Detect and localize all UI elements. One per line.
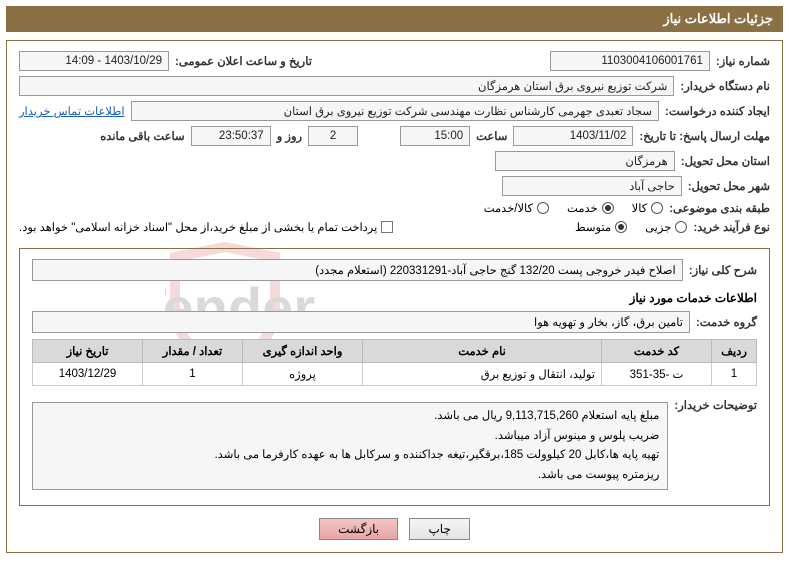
payment-note-text: پرداخت تمام یا بخشی از مبلغ خرید،از محل … xyxy=(19,220,377,234)
label-city: شهر محل تحویل: xyxy=(688,179,770,193)
th-unit: واحد اندازه گیری xyxy=(243,340,363,363)
days-left-field: 2 xyxy=(308,126,358,146)
label-requester: ایجاد کننده درخواست: xyxy=(665,104,770,118)
label-deadline: مهلت ارسال پاسخ: تا تاریخ: xyxy=(639,129,770,143)
need-details-box: شرح کلی نیاز: اصلاح فیدر خروجی پست 132/2… xyxy=(19,248,770,506)
th-qty: تعداد / مقدار xyxy=(143,340,243,363)
radio-label: خدمت xyxy=(567,201,598,215)
radio-icon xyxy=(651,202,663,214)
th-name: نام خدمت xyxy=(363,340,602,363)
cell-unit: پروژه xyxy=(243,363,363,386)
radio-minor[interactable]: جزیی xyxy=(645,220,687,234)
th-row-no: ردیف xyxy=(712,340,757,363)
checkbox-icon xyxy=(381,221,393,233)
buyer-note-line: تهیه پایه ها،کابل 20 کیلوولت 185،برقگیر،… xyxy=(41,446,659,466)
th-code: کد خدمت xyxy=(602,340,712,363)
buyer-notes-field: مبلغ پایه استعلام 9,113,715,260 ریال می … xyxy=(32,402,668,490)
cell-name: تولید، انتقال و توزیع برق xyxy=(363,363,602,386)
label-time-word: ساعت xyxy=(476,129,507,143)
requester-field: سجاد تعبدی جهرمی کارشناس نظارت مهندسی شر… xyxy=(131,101,659,121)
buyer-note-line: ریزمتره پیوست می باشد. xyxy=(41,466,659,486)
label-category: طبقه بندی موضوعی: xyxy=(669,201,770,215)
services-info-title: اطلاعات خدمات مورد نیاز xyxy=(32,291,757,305)
label-announce-dt: تاریخ و ساعت اعلان عمومی: xyxy=(175,54,312,68)
label-need-no: شماره نیاز: xyxy=(716,54,770,68)
table-header-row: ردیف کد خدمت نام خدمت واحد اندازه گیری ت… xyxy=(33,340,757,363)
label-service-group: گروه خدمت: xyxy=(696,315,757,329)
services-table: ردیف کد خدمت نام خدمت واحد اندازه گیری ت… xyxy=(32,339,757,386)
announce-dt-field: 1403/10/29 - 14:09 xyxy=(19,51,169,71)
label-buyer-org: نام دستگاه خریدار: xyxy=(680,79,770,93)
radio-label: کالا xyxy=(632,201,648,215)
need-no-field: 1103004106001761 xyxy=(550,51,710,71)
radio-goods[interactable]: کالا xyxy=(632,201,664,215)
radio-service[interactable]: خدمت xyxy=(567,201,614,215)
countdown-field: 23:50:37 xyxy=(191,126,271,146)
radio-label: کالا/خدمت xyxy=(484,201,533,215)
deadline-date-field: 1403/11/02 xyxy=(513,126,633,146)
category-radio-group: کالا خدمت کالا/خدمت xyxy=(484,201,664,215)
radio-goods-service[interactable]: کالا/خدمت xyxy=(484,201,549,215)
radio-icon xyxy=(675,221,687,233)
service-group-field: تامین برق، گاز، بخار و تهویه هوا xyxy=(32,311,690,333)
cell-row-no: 1 xyxy=(712,363,757,386)
print-button[interactable]: چاپ xyxy=(409,518,469,540)
process-radio-group: جزیی متوسط xyxy=(575,220,687,234)
table-row: 1 ت -35-351 تولید، انتقال و توزیع برق پر… xyxy=(33,363,757,386)
th-need-date: تاریخ نیاز xyxy=(33,340,143,363)
buyer-note-line: مبلغ پایه استعلام 9,113,715,260 ریال می … xyxy=(41,407,659,427)
radio-label: جزیی xyxy=(645,220,671,234)
action-buttons: چاپ بازگشت xyxy=(19,518,770,540)
province-field: هرمزگان xyxy=(495,151,675,171)
label-days-word: روز و xyxy=(277,129,302,143)
label-remaining: ساعت باقی مانده xyxy=(100,129,184,143)
page-title: جزئیات اطلاعات نیاز xyxy=(6,6,783,32)
radio-icon xyxy=(615,221,627,233)
radio-medium[interactable]: متوسط xyxy=(575,220,627,234)
buyer-contact-link[interactable]: اطلاعات تماس خریدار xyxy=(19,104,125,118)
radio-icon xyxy=(602,202,614,214)
label-process-type: نوع فرآیند خرید: xyxy=(693,220,770,234)
deadline-time-field: 15:00 xyxy=(400,126,470,146)
radio-icon xyxy=(537,202,549,214)
label-buyer-notes: توضیحات خریدار: xyxy=(674,394,757,412)
buyer-note-line: ضریب پلوس و مینوس آزاد میباشد. xyxy=(41,427,659,447)
city-field: حاجی آباد xyxy=(502,176,682,196)
label-province: استان محل تحویل: xyxy=(681,154,770,168)
back-button[interactable]: بازگشت xyxy=(319,518,398,540)
details-panel: AriaTender شماره نیاز: 1103004106001761 … xyxy=(6,40,783,553)
label-need-summary: شرح کلی نیاز: xyxy=(689,263,757,277)
buyer-org-field: شرکت توزیع نیروی برق استان هرمزگان xyxy=(19,76,674,96)
cell-qty: 1 xyxy=(143,363,243,386)
payment-note-checkbox[interactable]: پرداخت تمام یا بخشی از مبلغ خرید،از محل … xyxy=(19,220,393,234)
cell-need-date: 1403/12/29 xyxy=(33,363,143,386)
need-summary-field: اصلاح فیدر خروجی پست 132/20 گنج حاجی آبا… xyxy=(32,259,683,281)
radio-label: متوسط xyxy=(575,220,611,234)
cell-code: ت -35-351 xyxy=(602,363,712,386)
